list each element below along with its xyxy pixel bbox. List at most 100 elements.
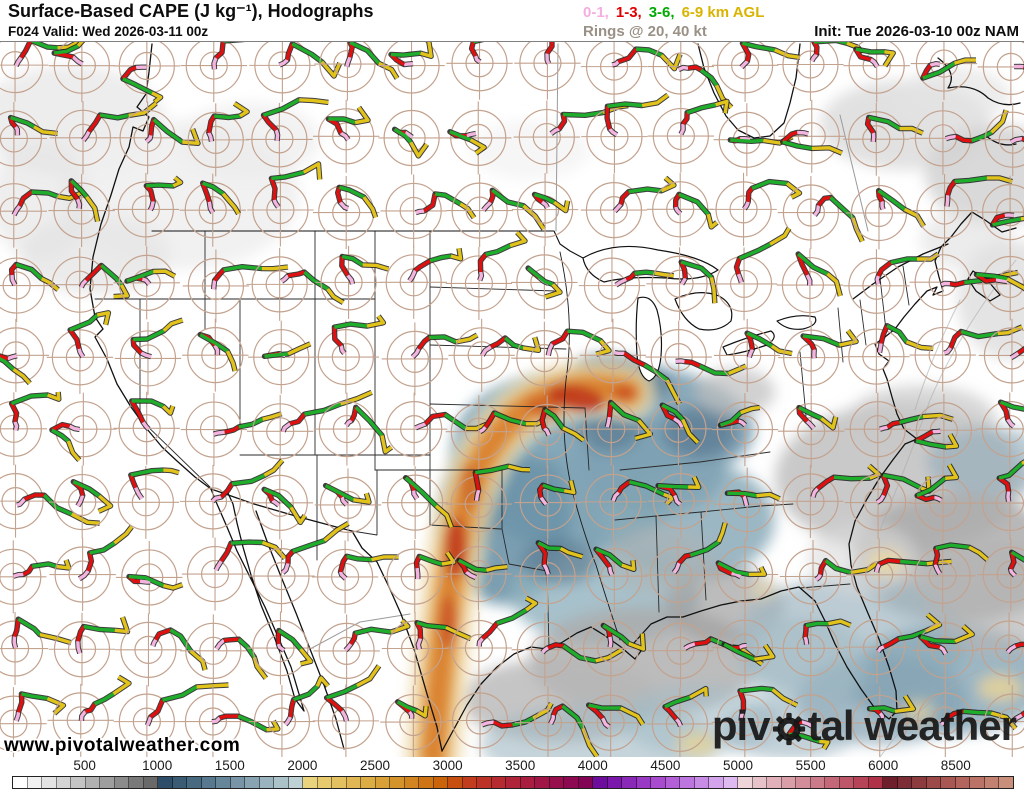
hodograph (777, 394, 845, 468)
hodographs-layer (0, 41, 1024, 757)
hodograph (446, 41, 513, 100)
colorbar-cell (71, 777, 86, 788)
hodograph (46, 310, 114, 394)
colorbar-cell (245, 777, 260, 788)
hodograph (246, 97, 329, 176)
colorbar-tick: 1500 (214, 758, 245, 773)
hodograph (311, 540, 399, 614)
hodograph (777, 611, 852, 685)
colorbar-cell (42, 777, 57, 788)
colorbar-cell (13, 777, 28, 788)
colorbar-cell (984, 777, 999, 788)
colorbar-cell (578, 777, 593, 788)
hodograph (49, 465, 116, 539)
logo-text-post: tal weather (807, 702, 1017, 749)
colorbar-cell (230, 777, 245, 788)
hodograph (910, 41, 978, 101)
colorbar-cell (738, 777, 753, 788)
map-area[interactable] (0, 41, 1024, 757)
legend-level-3: 6-9 km AGL (681, 4, 765, 21)
hodograph (381, 612, 472, 686)
colorbar-tick: 2000 (287, 758, 318, 773)
hodograph (977, 41, 1024, 104)
colorbar-cell (868, 777, 883, 788)
hodograph (0, 540, 72, 614)
hodograph (112, 172, 184, 246)
canada-border (151, 230, 584, 259)
colorbar-cell (796, 777, 811, 788)
hodograph (179, 458, 285, 538)
hodograph (381, 466, 454, 540)
colorbar-scale (12, 776, 1014, 789)
hodograph (378, 101, 445, 175)
hodograph (312, 176, 380, 250)
hodograph (113, 41, 181, 105)
hodograph (0, 391, 62, 466)
hodograph (976, 459, 1024, 540)
hodograph (975, 612, 1024, 686)
colorbar-cell (520, 777, 535, 788)
hodograph (113, 246, 180, 320)
hodograph (580, 173, 677, 247)
hodograph (514, 686, 600, 757)
hodograph (711, 685, 799, 757)
colorbar-tick: 4500 (650, 758, 681, 773)
colorbar-cell (477, 777, 492, 788)
hodograph (843, 41, 910, 103)
hodograph (380, 174, 477, 248)
hodograph (0, 41, 81, 102)
hodograph (979, 103, 1024, 177)
colorbar-cell (172, 777, 187, 788)
colorbar-tick: 5500 (795, 758, 826, 773)
colorbar-cell (114, 777, 129, 788)
hodograph (511, 613, 623, 687)
weather-map[interactable] (0, 41, 1024, 757)
colorbar-tick: 4000 (577, 758, 608, 773)
hodograph (711, 393, 779, 467)
hodograph (514, 41, 581, 100)
hodograph (580, 465, 676, 539)
hodograph (580, 41, 683, 104)
colorbar-cell (27, 777, 42, 788)
hodograph (779, 539, 878, 613)
hodograph (380, 685, 447, 757)
colorbar-cell (854, 777, 869, 788)
hodograph (514, 395, 586, 469)
hodograph (116, 540, 184, 614)
colorbar-cell (100, 777, 115, 788)
hodograph (246, 247, 345, 321)
hodograph (246, 466, 314, 540)
hodograph (581, 539, 648, 613)
hodograph (378, 41, 445, 103)
colorbar-cell (303, 777, 318, 788)
colorbar-cell (752, 777, 767, 788)
hodograph (49, 392, 117, 466)
colorbar-cell (506, 777, 521, 788)
colorbar-cell (665, 777, 680, 788)
hodograph (714, 318, 793, 392)
hodograph (448, 318, 542, 392)
colorbar-cell (419, 777, 434, 788)
hodograph (843, 102, 924, 176)
hodograph (977, 538, 1024, 612)
colorbar-cell (201, 777, 216, 788)
legend-level-0: 0-1, (583, 4, 609, 21)
map-header: Surface-Based CAPE (J kg⁻¹), Hodographs … (0, 0, 1024, 42)
hodograph (909, 463, 977, 540)
hodograph (645, 320, 748, 394)
colorbar-cell (607, 777, 622, 788)
colorbar-cell (839, 777, 854, 788)
hodograph (647, 464, 715, 538)
colorbar-tick: 8500 (940, 758, 971, 773)
colorbar-cell (433, 777, 448, 788)
hodograph (909, 539, 990, 613)
hodograph (843, 610, 943, 684)
hodograph (180, 393, 283, 467)
hodograph (247, 161, 323, 247)
colorbar-tick: 3000 (432, 758, 463, 773)
colorbar-cell (926, 777, 941, 788)
hodograph (380, 245, 464, 319)
hodograph (179, 173, 246, 247)
hodograph (644, 522, 728, 612)
hodograph (0, 249, 60, 323)
